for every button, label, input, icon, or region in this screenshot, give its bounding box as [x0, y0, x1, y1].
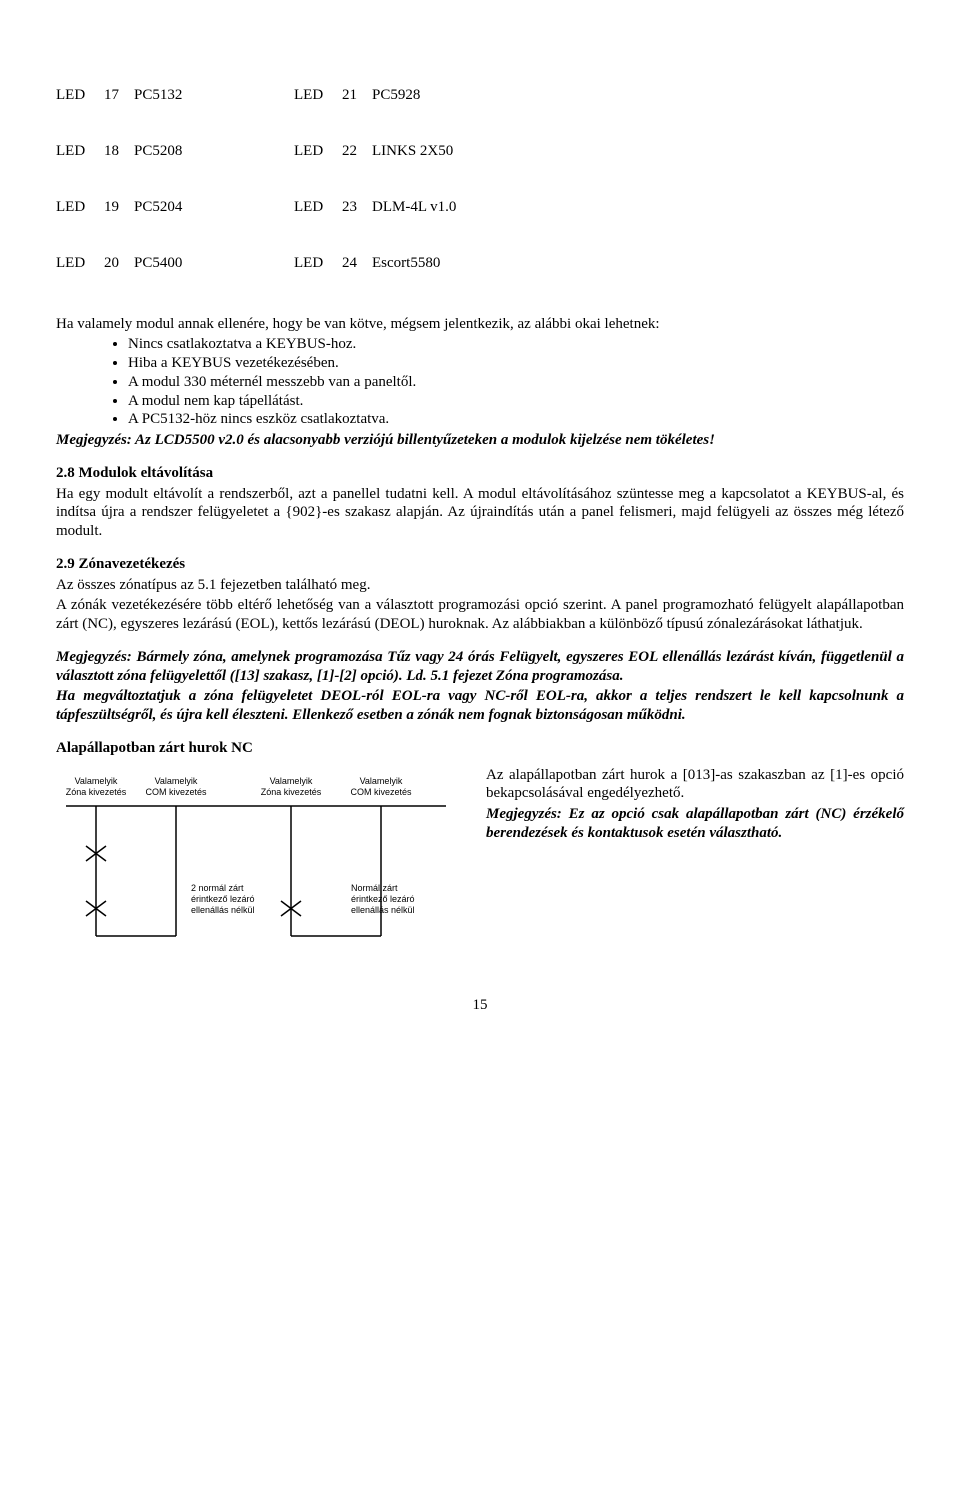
cell: LED	[56, 254, 104, 273]
note-zone-fire: Megjegyzés: Bármely zóna, amelynek progr…	[56, 648, 904, 686]
svg-text:érintkező lezáró: érintkező lezáró	[191, 894, 255, 904]
nc-right-text: Az alapállapotban zárt hurok a [013]-as …	[486, 766, 904, 845]
svg-text:ellenállás nélkül: ellenállás nélkül	[351, 905, 415, 915]
cell: LED	[294, 254, 342, 273]
page-number: 15	[56, 996, 904, 1015]
cell: 18	[104, 142, 134, 161]
svg-text:COM kivezetés: COM kivezetés	[145, 787, 207, 797]
section-28-title: 2.8 Modulok eltávolítása	[56, 464, 904, 483]
cell: LED	[294, 198, 342, 217]
bullet: Hiba a KEYBUS vezetékezésében.	[128, 354, 904, 373]
nc-right-para: Az alapállapotban zárt hurok a [013]-as …	[486, 766, 904, 804]
svg-text:2 normál zárt: 2 normál zárt	[191, 883, 244, 893]
cell: 21	[342, 86, 372, 105]
cell: Escort5580	[372, 254, 452, 273]
bullet: A modul 330 méternél messzebb van a pane…	[128, 373, 904, 392]
cell: 17	[104, 86, 134, 105]
section-29-body: A zónák vezetékezésére több eltérő lehet…	[56, 596, 904, 634]
bullet: A modul nem kap tápellátást.	[128, 392, 904, 411]
bullet: A PC5132-höz nincs eszköz csatlakoztatva…	[128, 410, 904, 429]
nc-loop-diagram: Valamelyik Zóna kivezetés Valamelyik COM…	[56, 766, 456, 956]
section-29-line1: Az összes zónatípus az 5.1 fejezetben ta…	[56, 576, 904, 595]
section-28-body: Ha egy modult eltávolít a rendszerből, a…	[56, 485, 904, 541]
svg-text:ellenállás nélkül: ellenállás nélkül	[191, 905, 255, 915]
led-right-column: LED21PC5928 LED22LINKS 2X50 LED23DLM-4L …	[294, 48, 456, 311]
cell: DLM-4L v1.0	[372, 198, 456, 217]
svg-text:érintkező lezáró: érintkező lezáró	[351, 894, 415, 904]
cell: PC5928	[372, 86, 452, 105]
svg-text:Valamelyik: Valamelyik	[270, 776, 313, 786]
cell: PC5204	[134, 198, 214, 217]
svg-text:Valamelyik: Valamelyik	[75, 776, 118, 786]
bullet: Nincs csatlakoztatva a KEYBUS-hoz.	[128, 335, 904, 354]
cell: 24	[342, 254, 372, 273]
svg-text:Zóna kivezetés: Zóna kivezetés	[66, 787, 127, 797]
cell: PC5132	[134, 86, 214, 105]
nc-loop-title: Alapállapotban zárt hurok NC	[56, 739, 904, 758]
cell: LED	[56, 142, 104, 161]
svg-text:Normál zárt: Normál zárt	[351, 883, 398, 893]
svg-text:COM kivezetés: COM kivezetés	[350, 787, 412, 797]
led-left-column: LED17PC5132 LED18PC5208 LED19PC5204 LED2…	[56, 48, 214, 311]
cell: 19	[104, 198, 134, 217]
svg-text:Valamelyik: Valamelyik	[155, 776, 198, 786]
bullet-list: Nincs csatlakoztatva a KEYBUS-hoz. Hiba …	[128, 335, 904, 429]
cell: PC5400	[134, 254, 214, 273]
note-lcd5500: Megjegyzés: Az LCD5500 v2.0 és alacsonya…	[56, 431, 904, 450]
cell: LED	[56, 198, 104, 217]
cell: 23	[342, 198, 372, 217]
note-deol-eol: Ha megváltoztatjuk a zóna felügyeletet D…	[56, 687, 904, 725]
cell: 22	[342, 142, 372, 161]
cell: 20	[104, 254, 134, 273]
section-29-title: 2.9 Zónavezetékezés	[56, 555, 904, 574]
cell: PC5208	[134, 142, 214, 161]
cell: LED	[294, 142, 342, 161]
intro-sentence: Ha valamely modul annak ellenére, hogy b…	[56, 315, 904, 334]
nc-right-note: Megjegyzés: Ez az opció csak alapállapot…	[486, 805, 904, 843]
led-table: LED17PC5132 LED18PC5208 LED19PC5204 LED2…	[56, 48, 904, 311]
cell: LED	[294, 86, 342, 105]
cell: LED	[56, 86, 104, 105]
svg-text:Zóna kivezetés: Zóna kivezetés	[261, 787, 322, 797]
svg-text:Valamelyik: Valamelyik	[360, 776, 403, 786]
cell: LINKS 2X50	[372, 142, 453, 161]
